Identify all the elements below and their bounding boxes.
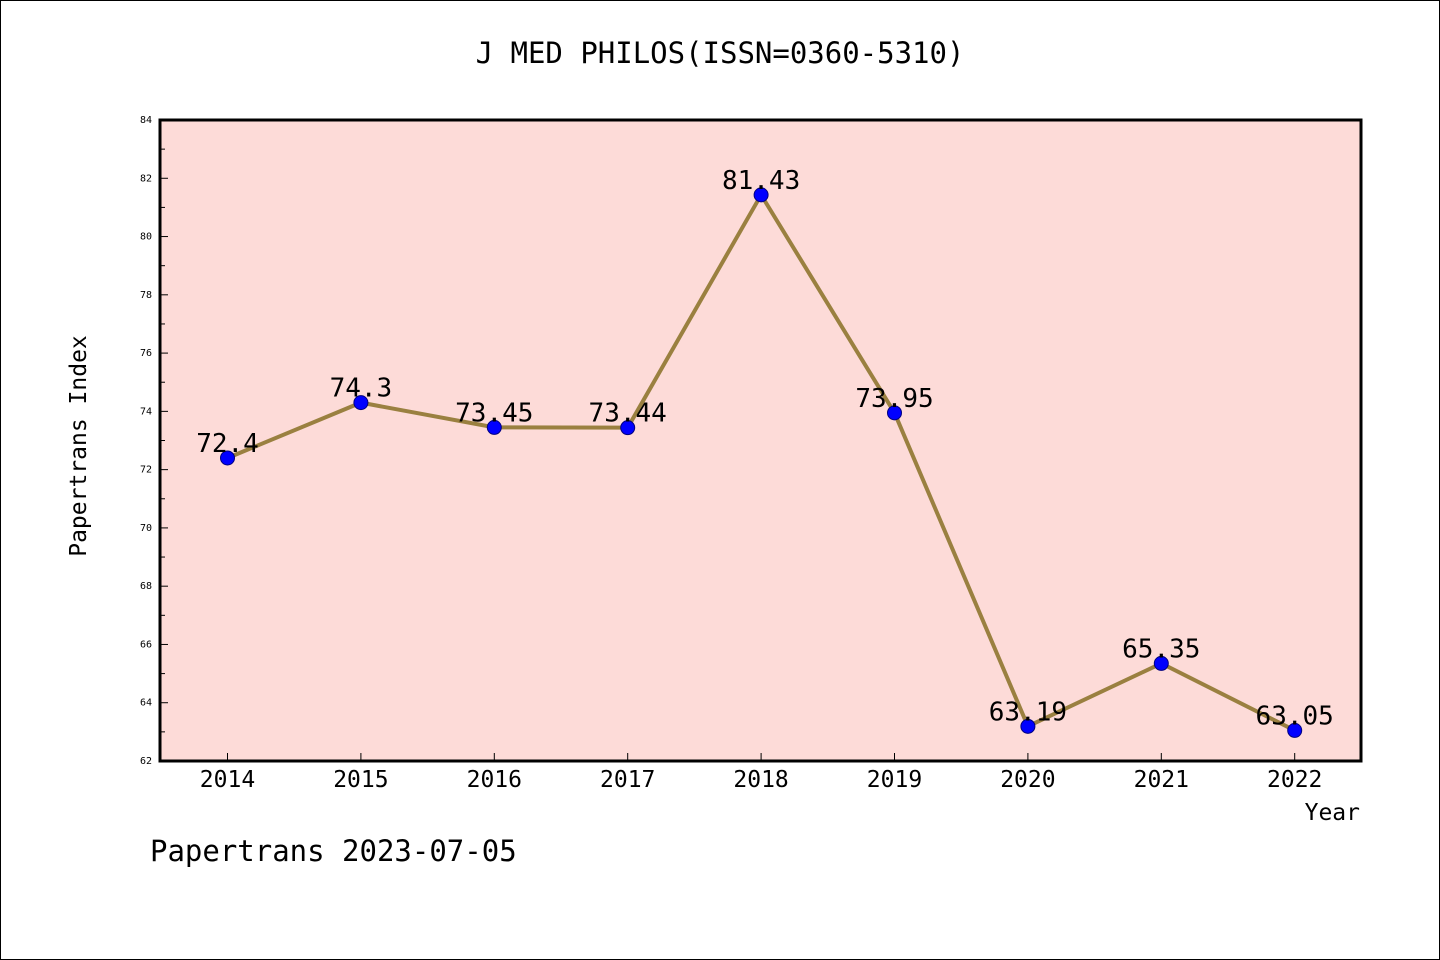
x-tick-label: 2021 xyxy=(1134,767,1189,793)
data-point xyxy=(620,420,636,436)
data-label: 73.45 xyxy=(455,398,533,428)
x-tick-label: 2014 xyxy=(200,767,255,793)
x-tick-label: 2020 xyxy=(1000,767,1055,793)
data-label: 63.05 xyxy=(1256,701,1334,731)
data-point xyxy=(1153,655,1169,671)
axis-ticks: 62 64 66 68 70 72 74 76 78 80 82 84 2014 2015 2016 2017… xyxy=(140,115,1322,793)
y-tick-label: 66 xyxy=(140,639,152,650)
x-tick-label: 2022 xyxy=(1267,767,1322,793)
y-tick-label: 64 xyxy=(140,698,152,709)
data-points xyxy=(220,187,1303,738)
y-tick-label: 70 xyxy=(140,523,152,534)
x-tick-label: 2015 xyxy=(333,767,388,793)
data-point xyxy=(486,419,502,435)
plot-border xyxy=(158,118,1363,763)
y-tick-label: 84 xyxy=(140,115,152,126)
data-point xyxy=(353,395,369,411)
y-tick-label: 74 xyxy=(140,406,152,417)
y-axis-title: Papertrans Index xyxy=(66,335,92,557)
y-tick-label: 62 xyxy=(140,756,152,767)
data-label: 73.95 xyxy=(855,384,933,414)
x-tick-label: 2016 xyxy=(467,767,522,793)
y-tick-label: 72 xyxy=(140,465,152,476)
data-labels: 72.4 74.3 73.45 73.44 81.43 73.95 63.19 65.35 63… xyxy=(196,166,1334,732)
data-point xyxy=(1287,722,1303,738)
y-tick-label: 82 xyxy=(140,173,152,184)
footer-note: Papertrans 2023-07-05 xyxy=(150,834,517,868)
x-tick-label: 2019 xyxy=(867,767,922,793)
x-tick-label: 2018 xyxy=(733,767,788,793)
x-axis-title: Year xyxy=(1305,800,1360,826)
data-point xyxy=(887,405,902,421)
data-label: 81.43 xyxy=(722,166,800,196)
data-point xyxy=(1020,718,1036,734)
y-tick-label: 80 xyxy=(140,232,152,243)
y-tick-label: 76 xyxy=(140,348,152,359)
data-label: 63.19 xyxy=(989,697,1067,727)
x-tick-label: 2017 xyxy=(600,767,655,793)
plot-area xyxy=(160,120,1361,761)
data-label: 74.3 xyxy=(330,374,393,404)
y-tick-label: 78 xyxy=(140,290,152,301)
data-point xyxy=(220,450,235,466)
y-tick-label: 68 xyxy=(140,581,152,592)
data-label: 72.4 xyxy=(196,429,259,459)
data-label: 73.44 xyxy=(589,399,667,429)
data-point xyxy=(753,187,769,203)
data-label: 65.35 xyxy=(1122,634,1200,664)
chart-title: J MED PHILOS(ISSN=0360-5310) xyxy=(475,36,965,70)
